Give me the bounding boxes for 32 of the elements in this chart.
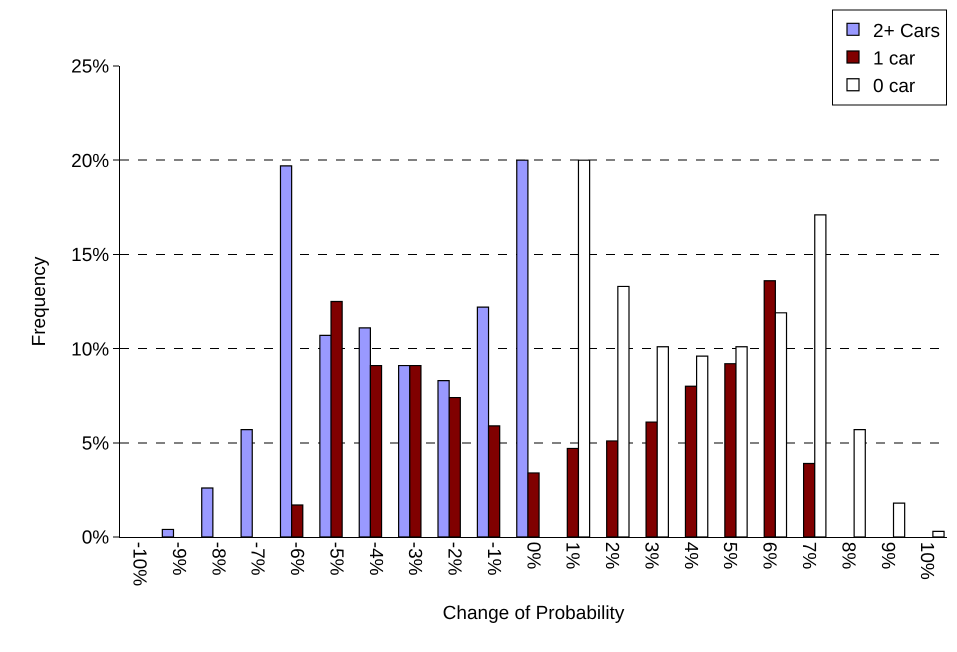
x-tick-label: 10% — [916, 542, 938, 580]
x-tick-label: -4% — [364, 542, 386, 576]
x-tick-label: 3% — [640, 542, 662, 570]
y-tick-label: 20% — [71, 150, 110, 172]
legend-label: 2+ Cars — [873, 20, 940, 42]
y-tick-label: 0% — [82, 528, 110, 549]
y-tick-label: 10% — [71, 339, 110, 360]
x-tick-label: -3% — [404, 542, 426, 576]
y-tick-label: 15% — [71, 245, 110, 266]
x-tick-label: 7% — [798, 542, 819, 570]
x-tick-label: -9% — [168, 542, 189, 576]
x-tick-label: 1% — [562, 542, 583, 570]
x-tick-label: -2% — [444, 542, 465, 576]
legend-label: 1 car — [873, 48, 916, 70]
x-axis-title: Change of Probability — [442, 603, 625, 624]
y-tick-label: 25% — [71, 56, 110, 78]
x-tick-label: 4% — [680, 542, 701, 570]
x-tick-label: 2% — [601, 542, 622, 570]
x-tick-label: -5% — [325, 542, 346, 576]
x-tick-label: -10% — [128, 542, 150, 586]
x-tick-label: 0% — [522, 542, 544, 570]
x-tick-label: -6% — [286, 542, 308, 576]
y-axis-title: Frequency — [29, 256, 50, 346]
x-tick-label: 5% — [719, 542, 740, 570]
legend-label: 0 car — [873, 76, 916, 98]
x-tick-label: 6% — [758, 542, 780, 570]
x-tick-label: -7% — [246, 542, 268, 576]
x-tick-label: -1% — [482, 542, 504, 576]
x-tick-label: 9% — [876, 542, 898, 570]
y-tick-label: 5% — [82, 433, 110, 454]
x-tick-label: -8% — [207, 542, 228, 576]
x-tick-label: 8% — [837, 542, 858, 570]
